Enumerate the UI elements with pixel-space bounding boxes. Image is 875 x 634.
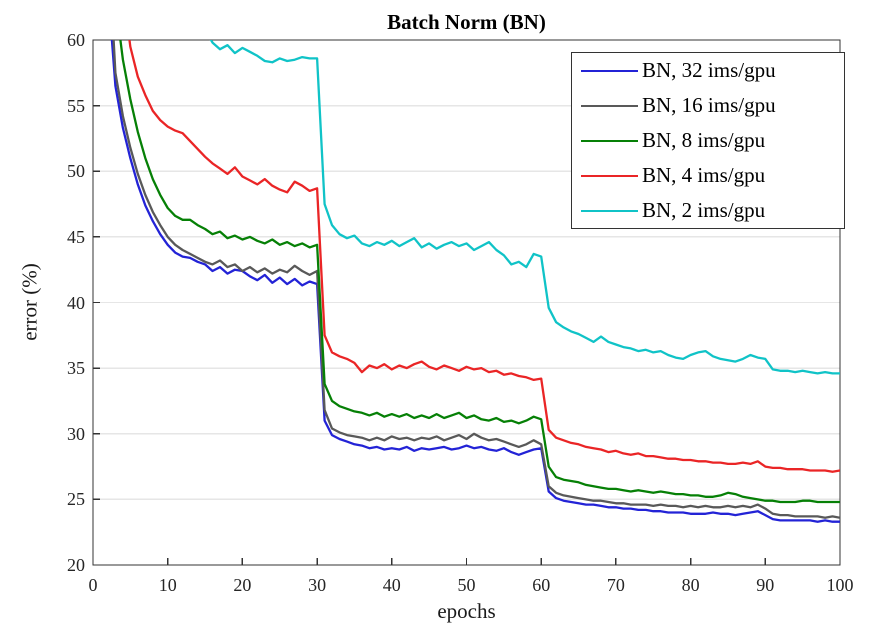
y-tick-label-60: 60 bbox=[67, 30, 85, 50]
chart-title: Batch Norm (BN) bbox=[387, 10, 546, 34]
legend-label: BN, 32 ims/gpu bbox=[642, 58, 776, 82]
x-tick-label-70: 70 bbox=[606, 575, 625, 595]
legend-label: BN, 8 ims/gpu bbox=[642, 128, 766, 152]
legend-label: BN, 4 ims/gpu bbox=[642, 163, 766, 187]
y-tick-label-25: 25 bbox=[67, 489, 85, 510]
legend-line-sample bbox=[581, 209, 638, 212]
x-tick-label-40: 40 bbox=[382, 575, 401, 595]
x-tick-label-50: 50 bbox=[457, 575, 476, 595]
legend-item-5: BN, 2 ims/gpu bbox=[572, 193, 844, 228]
x-tick-label-20: 20 bbox=[233, 575, 252, 595]
legend-item-4: BN, 4 ims/gpu bbox=[572, 158, 844, 193]
series-bn-8-ims-gpu bbox=[119, 40, 840, 504]
y-tick-label-45: 45 bbox=[67, 226, 85, 247]
legend-line-sample bbox=[581, 69, 638, 72]
x-tick-label-100: 100 bbox=[826, 575, 854, 595]
x-tick-label-10: 10 bbox=[158, 575, 177, 595]
series-bn-32-ims-gpu bbox=[110, 40, 840, 523]
y-tick-label-50: 50 bbox=[67, 161, 85, 182]
legend-line-sample bbox=[581, 139, 638, 142]
legend-label: BN, 2 ims/gpu bbox=[642, 198, 766, 222]
series-bn-2-ims-gpu bbox=[209, 40, 840, 375]
series-bn-16-ims-gpu bbox=[112, 40, 840, 519]
legend-item-3: BN, 8 ims/gpu bbox=[572, 123, 844, 158]
x-tick-label-90: 90 bbox=[756, 575, 775, 595]
legend-label: BN, 16 ims/gpu bbox=[642, 93, 776, 117]
series-bn-4-ims-gpu bbox=[128, 40, 840, 473]
x-tick-label-80: 80 bbox=[681, 575, 700, 595]
y-tick-label-30: 30 bbox=[67, 423, 85, 444]
legend-item-1: BN, 32 ims/gpu bbox=[572, 53, 844, 88]
x-tick-label-30: 30 bbox=[308, 575, 327, 595]
legend-line-sample bbox=[581, 174, 638, 177]
y-tick-label-20: 20 bbox=[67, 555, 85, 575]
legend-line-sample bbox=[581, 104, 638, 107]
x-axis-label: epochs bbox=[437, 599, 496, 623]
y-tick-label-40: 40 bbox=[67, 292, 85, 313]
y-tick-label-35: 35 bbox=[67, 358, 85, 379]
x-tick-label-60: 60 bbox=[532, 575, 551, 595]
legend-item-2: BN, 16 ims/gpu bbox=[572, 88, 844, 123]
x-tick-label-0: 0 bbox=[88, 575, 98, 595]
legend: BN, 32 ims/gpu BN, 16 ims/gpu BN, 8 ims/gp… bbox=[571, 52, 845, 229]
y-tick-label-55: 55 bbox=[67, 95, 85, 116]
